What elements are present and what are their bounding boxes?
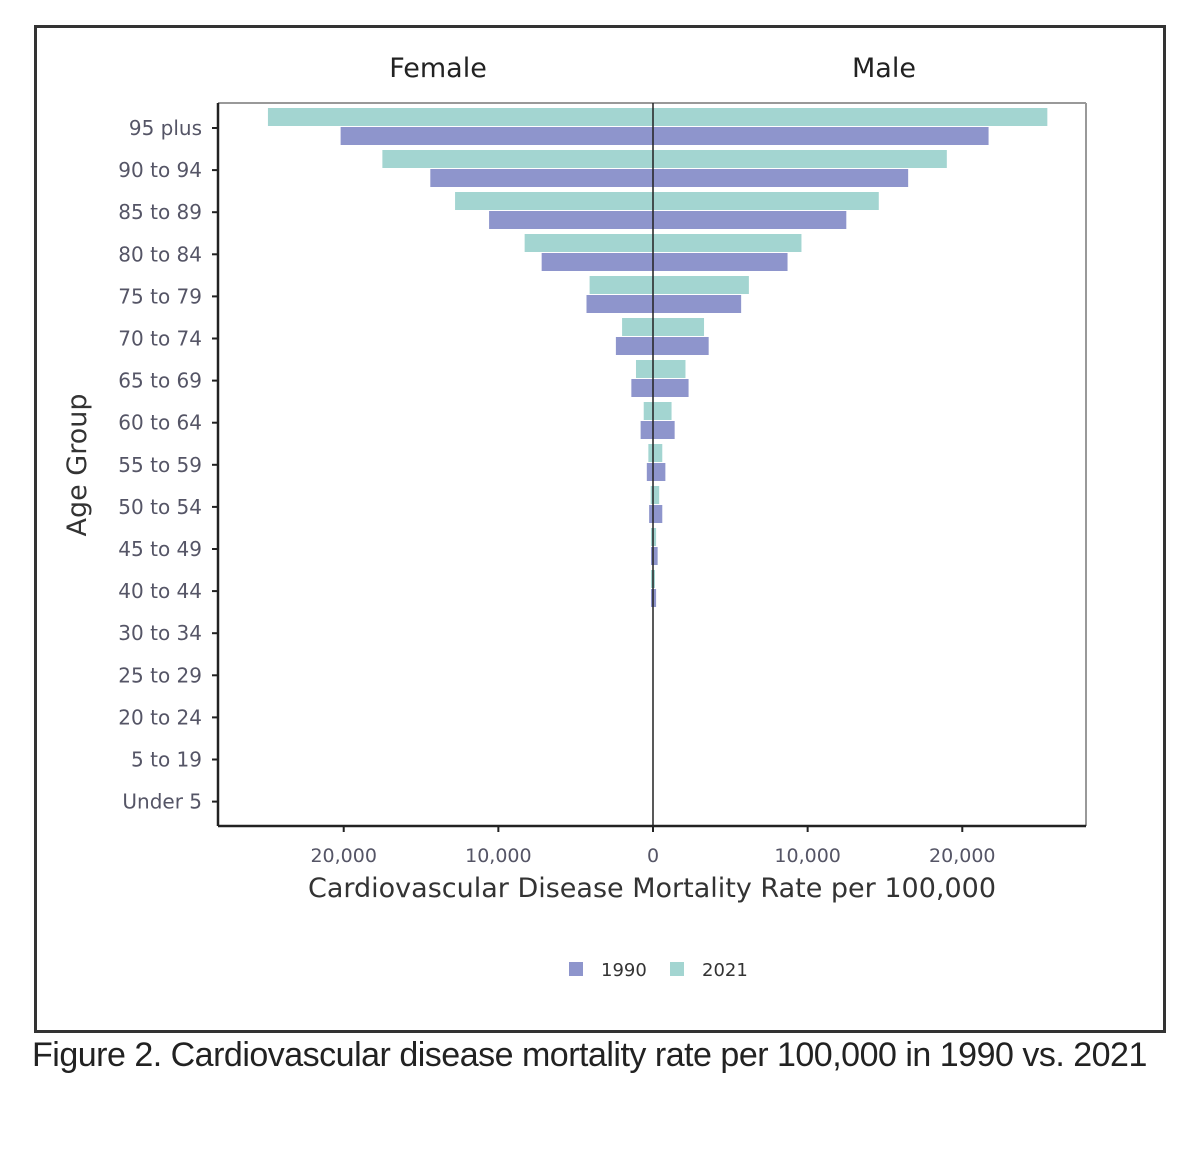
bar-1990-male xyxy=(653,547,658,565)
x-tick-label: 0 xyxy=(647,845,659,867)
legend-swatch-1990 xyxy=(569,962,583,976)
y-tick-label: 25 to 29 xyxy=(118,663,202,687)
bar-2021-male xyxy=(653,444,663,462)
plot-area: 95 plus 90 to 94 85 to 89 80 to 84 75 to 79 7… xyxy=(62,53,1087,981)
bar-1990-male xyxy=(653,463,666,481)
bar-2021-male xyxy=(653,360,686,378)
bar-2021-female xyxy=(589,276,653,294)
y-tick-label: 45 to 49 xyxy=(118,537,202,561)
x-axis-title: Cardiovascular Disease Mortality Rate pe… xyxy=(308,873,996,904)
bar-2021-female xyxy=(648,444,653,462)
bar-2021-female xyxy=(267,108,653,126)
x-tick-label: 20,000 xyxy=(310,845,376,867)
bar-2021-female xyxy=(643,402,653,420)
pyramid-chart: 95 plus 90 to 94 85 to 89 80 to 84 75 to 79 7… xyxy=(62,53,1087,981)
bar-1990-male xyxy=(653,421,675,439)
bar-1990-female xyxy=(489,211,653,229)
bar-1990-female xyxy=(646,463,653,481)
bar-1990-female xyxy=(615,337,653,355)
bar-2021-female xyxy=(455,192,653,210)
bar-1990-female xyxy=(651,547,653,565)
bar-2021-female xyxy=(382,150,653,168)
y-tick-label: 75 to 79 xyxy=(118,284,202,308)
bar-2021-female xyxy=(635,360,653,378)
y-tick-label: 60 to 64 xyxy=(118,411,202,435)
legend-label-1990: 1990 xyxy=(601,960,647,981)
bar-2021-male xyxy=(653,108,1048,126)
x-tick-label: 20,000 xyxy=(929,845,995,867)
y-tick-label: 90 to 94 xyxy=(118,158,202,182)
y-tick-label: 30 to 34 xyxy=(118,621,202,645)
y-tick-label: 95 plus xyxy=(129,116,202,140)
y-tick-label: 40 to 44 xyxy=(118,579,202,603)
bar-1990-female xyxy=(640,421,653,439)
bar-1990-male xyxy=(653,127,989,145)
bar-1990-female xyxy=(340,127,653,145)
x-tick-label: 10,000 xyxy=(774,845,840,867)
bar-1990-male xyxy=(653,379,689,397)
bar-2021-male xyxy=(653,276,749,294)
legend-swatch-2021 xyxy=(670,962,684,976)
bar-1990-male xyxy=(653,169,909,187)
bar-1990-male xyxy=(653,589,657,607)
y-tick-label: 50 to 54 xyxy=(118,495,202,519)
y-tick-label: 80 to 84 xyxy=(118,242,202,266)
bar-2021-male xyxy=(653,192,879,210)
bar-2021-male xyxy=(653,234,802,252)
bar-1990-female xyxy=(651,589,653,607)
bar-1990-female xyxy=(631,379,653,397)
y-tick-label: 70 to 74 xyxy=(118,327,202,351)
bar-1990-male xyxy=(653,295,742,313)
bar-1990-male xyxy=(653,505,663,523)
y-tick-label: 20 to 24 xyxy=(118,705,202,729)
bar-2021-female xyxy=(650,486,653,504)
bar-2021-female xyxy=(622,318,653,336)
bar-2021-male xyxy=(653,486,660,504)
y-tick-label: 5 to 19 xyxy=(131,748,202,772)
bar-2021-female xyxy=(651,570,653,588)
panel-title-female: Female xyxy=(389,53,487,84)
figure-frame xyxy=(34,25,1166,1033)
bar-1990-female xyxy=(430,169,653,187)
bar-1990-male xyxy=(653,253,788,271)
bar-2021-female xyxy=(651,528,653,546)
bar-1990-male xyxy=(653,211,847,229)
bar-2021-male xyxy=(653,528,657,546)
bar-2021-male xyxy=(653,150,947,168)
bar-1990-female xyxy=(649,505,653,523)
panel-title-male: Male xyxy=(852,53,916,84)
y-axis-title: Age Group xyxy=(62,393,93,536)
legend-label-2021: 2021 xyxy=(702,960,748,981)
y-tick-label: 85 to 89 xyxy=(118,200,202,224)
bar-1990-female xyxy=(541,253,653,271)
bar-2021-male xyxy=(653,570,655,588)
bar-2021-male xyxy=(653,318,705,336)
y-tick-label: 65 to 69 xyxy=(118,369,202,393)
figure-caption: Figure 2. Cardiovascular disease mortali… xyxy=(32,1036,1147,1074)
bar-2021-female xyxy=(524,234,653,252)
y-tick-label: Under 5 xyxy=(122,790,202,814)
x-tick-label: 10,000 xyxy=(465,845,531,867)
bar-2021-male xyxy=(653,402,672,420)
bar-1990-female xyxy=(586,295,653,313)
bar-1990-male xyxy=(653,337,709,355)
y-tick-label: 55 to 59 xyxy=(118,453,202,477)
